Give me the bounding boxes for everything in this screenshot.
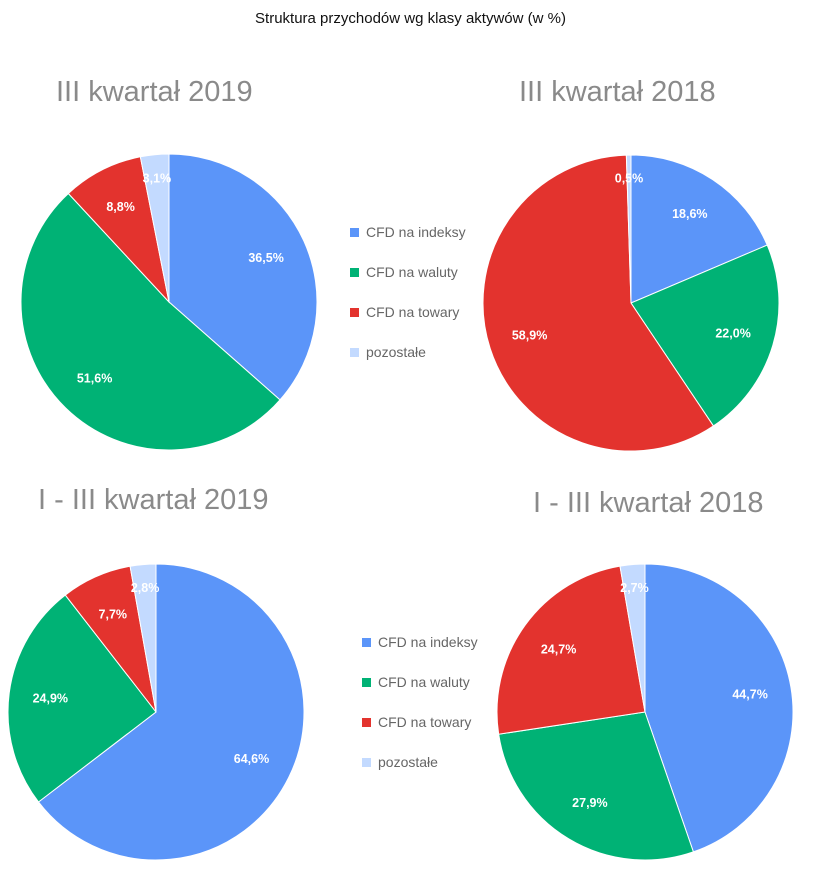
pie-title-q1-q3-2018: I - III kwartał 2018: [533, 487, 764, 519]
legend-swatch: [362, 758, 371, 767]
pie-slice-cfd-na-indeksy: [37, 563, 305, 861]
pie-slice-cfd-na-indeksy: [630, 154, 768, 304]
slice-value-label: 58,9%: [512, 329, 547, 343]
pie-slice-cfd-na-waluty: [498, 711, 695, 861]
slice-value-label: 27,9%: [572, 796, 607, 810]
pie-chart-q3-2019: 36,5% 51,6% 8,8% 3,1%: [20, 153, 318, 451]
legend-label: CFD na indeksy: [378, 634, 478, 650]
pie-slice-cfd-na-towary: [67, 156, 170, 304]
pie-title-q3-2019: III kwartał 2019: [56, 76, 253, 108]
pie-title-q1-q3-2019: I - III kwartał 2019: [38, 484, 269, 516]
pie-title-q3-2018: III kwartał 2018: [519, 76, 716, 108]
chart-title: Struktura przychodów wg klasy aktywów (w…: [255, 10, 566, 27]
slice-value-label: 64,6%: [234, 752, 269, 766]
legend-swatch: [350, 268, 359, 277]
legend-label: pozostałe: [378, 754, 438, 770]
pie-chart-q1-q3-2019: 64,6% 24,9% 7,7%2,8%: [7, 563, 305, 861]
pie-slice-cfd-na-indeksy: [644, 563, 794, 853]
pie-chart-q3-2018: 18,6% 22,0% 58,9% 0,5%: [482, 154, 780, 452]
legend-item-cfd-na-towary: CFD na towary: [350, 304, 466, 344]
slice-value-label: 2,8%: [131, 581, 160, 595]
pie-slice-cfd-na-indeksy: [168, 153, 318, 401]
legend-swatch: [362, 638, 371, 647]
slice-value-label: 3,1%: [143, 171, 172, 185]
legend-label: CFD na towary: [366, 304, 460, 320]
slice-value-label: 7,7%: [99, 608, 128, 622]
legend-item-cfd-na-waluty: CFD na waluty: [350, 264, 466, 304]
slice-value-label: 24,9%: [33, 691, 68, 705]
pie-slice-pozosta-e: [625, 154, 632, 304]
pie-slice-cfd-na-waluty: [20, 192, 281, 451]
legend-swatch: [362, 678, 371, 687]
pie-slice-cfd-na-towary: [496, 565, 646, 735]
pie-slice-cfd-na-towary: [482, 154, 715, 452]
legend-item-cfd-na-indeksy: CFD na indeksy: [362, 634, 478, 674]
pie-slice-pozosta-e: [139, 153, 170, 303]
legend-swatch: [362, 718, 371, 727]
slice-value-label: 8,8%: [106, 200, 135, 214]
slice-value-label: 22,0%: [715, 326, 750, 340]
legend-label: CFD na indeksy: [366, 224, 466, 240]
slice-value-label: 44,7%: [732, 687, 767, 701]
slice-value-label: 51,6%: [77, 371, 112, 385]
pie-chart-q1-q3-2018: 44,7% 27,9% 24,7% 2,7%: [496, 563, 794, 861]
legend-label: CFD na towary: [378, 714, 472, 730]
legend-swatch: [350, 308, 359, 317]
pie-slice-pozosta-e: [129, 563, 157, 713]
legend-label: CFD na waluty: [366, 264, 458, 280]
legend-swatch: [350, 348, 359, 357]
legend-top: CFD na indeksy CFD na waluty CFD na towary…: [350, 224, 466, 384]
pie-slice-pozosta-e: [619, 563, 646, 713]
slice-value-label: 2,7%: [620, 581, 649, 595]
legend-label: pozostałe: [366, 344, 426, 360]
legend-item-pozosta-e: pozostałe: [362, 754, 478, 794]
legend-swatch: [350, 228, 359, 237]
legend-bottom: CFD na indeksy CFD na waluty CFD na towary…: [362, 634, 478, 794]
legend-item-cfd-na-waluty: CFD na waluty: [362, 674, 478, 714]
legend-item-pozosta-e: pozostałe: [350, 344, 466, 384]
legend-label: CFD na waluty: [378, 674, 470, 690]
slice-value-label: 18,6%: [672, 207, 707, 221]
legend-item-cfd-na-towary: CFD na towary: [362, 714, 478, 754]
pie-slice-cfd-na-waluty: [7, 594, 157, 803]
slice-value-label: 24,7%: [541, 643, 576, 657]
slice-value-label: 0,5%: [615, 172, 644, 186]
pie-slice-cfd-na-waluty: [630, 244, 780, 427]
legend-item-cfd-na-indeksy: CFD na indeksy: [350, 224, 466, 264]
slice-value-label: 36,5%: [248, 251, 283, 265]
